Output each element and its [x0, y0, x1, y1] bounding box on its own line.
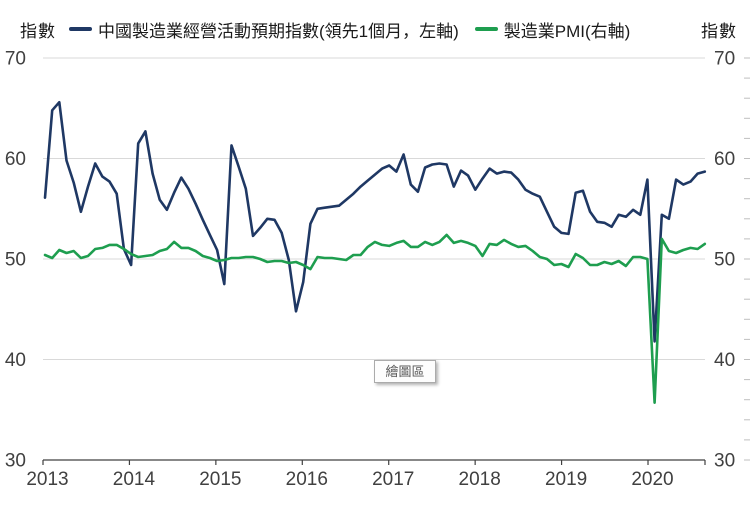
- x-tick-label: 2017: [372, 469, 414, 490]
- pmi-line[interactable]: [43, 233, 707, 405]
- y-tick-label-right: 50: [714, 250, 735, 271]
- x-tick-label: 2015: [199, 469, 241, 490]
- left-axis-title: 指數: [20, 22, 56, 41]
- x-tick-label: 2020: [631, 469, 673, 490]
- y-tick-label-right: 30: [714, 451, 735, 472]
- x-tick-label: 2016: [286, 469, 328, 490]
- expectation-index-line[interactable]: [43, 100, 707, 343]
- y-tick-label-left: 30: [5, 451, 26, 472]
- legend-marker-expectation-index-icon: [69, 27, 92, 31]
- y-tick-label-left: 50: [5, 250, 26, 271]
- y-tick-label-right: 70: [714, 49, 735, 70]
- x-tick-label: 2018: [459, 469, 501, 490]
- legend-label-expectation-index: 中國製造業經營活動預期指數(領先1個月，左軸): [98, 21, 459, 41]
- y-tick-label-right: 40: [714, 350, 735, 371]
- y-tick-label-right: 60: [714, 149, 735, 170]
- legend: 中國製造業經營活動預期指數(領先1個月，左軸) 製造業PMI(右軸): [69, 15, 630, 43]
- right-axis-title: 指數: [701, 22, 737, 41]
- y-tick-label-left: 40: [5, 350, 26, 371]
- x-tick-label: 2013: [26, 469, 68, 490]
- legend-marker-pmi-icon: [474, 27, 498, 31]
- x-tick-label: 2014: [113, 469, 156, 490]
- legend-label-pmi: 製造業PMI(右軸): [503, 21, 631, 41]
- y-tick-label-left: 60: [5, 149, 26, 170]
- plot-area-tooltip: 繪圖區: [374, 360, 436, 383]
- x-tick-label: 2019: [545, 469, 587, 490]
- y-tick-label-left: 70: [5, 49, 26, 70]
